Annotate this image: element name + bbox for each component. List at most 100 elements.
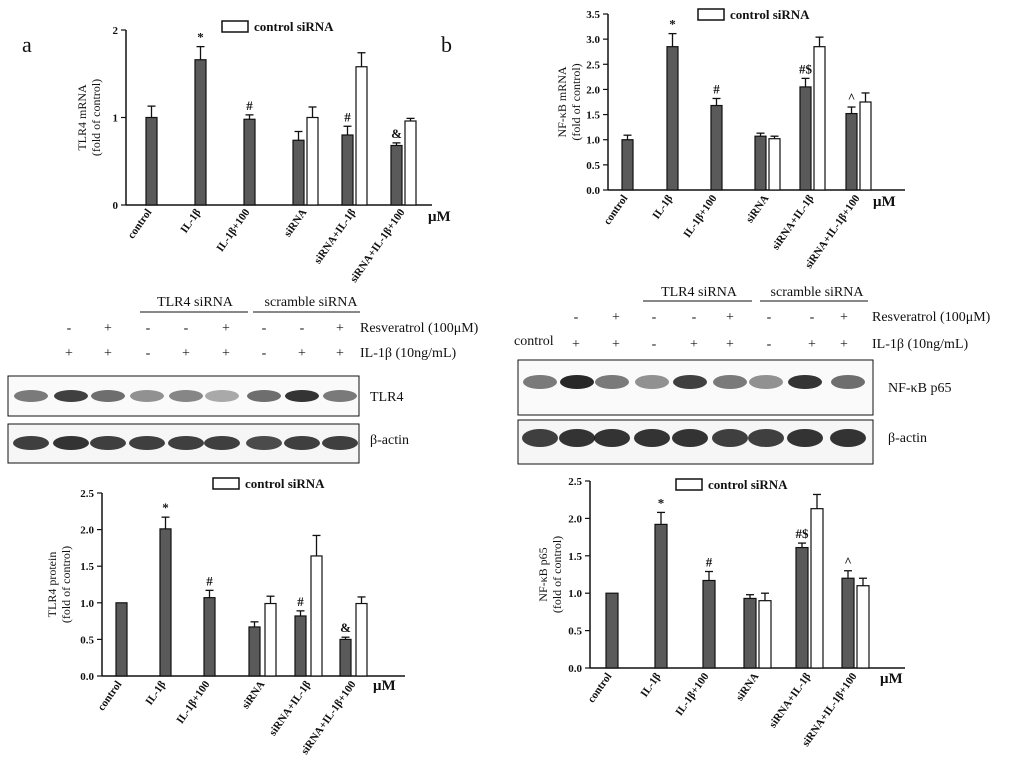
blot-b-row-resveratrol: Resveratrol (100μM) xyxy=(872,310,991,325)
y-tick-label: 1.0 xyxy=(80,598,94,610)
band-actin xyxy=(594,429,630,447)
legend-label: control siRNA xyxy=(708,477,788,492)
resveratrol-sign: + xyxy=(222,321,230,336)
blot-a-row-il1b: IL-1β (10ng/mL) xyxy=(360,346,456,361)
y-tick-label: 2.5 xyxy=(568,476,582,488)
significance-label: # xyxy=(706,555,713,570)
significance-label: #$ xyxy=(799,61,813,76)
resveratrol-sign: + xyxy=(336,321,344,336)
blot-b-group-tlr4: TLR4 siRNA xyxy=(661,285,738,300)
band-actin xyxy=(830,429,866,447)
y-tick-label: 1.5 xyxy=(568,551,582,563)
y-axis-label: TLR4 mRNA xyxy=(75,84,89,151)
y-tick-label: 2.0 xyxy=(568,513,582,525)
y-tick-label: 0 xyxy=(113,200,119,212)
il1b-sign: + xyxy=(65,346,73,361)
resveratrol-sign: - xyxy=(652,310,657,325)
significance-label: # xyxy=(344,109,351,124)
band-actin xyxy=(559,429,595,447)
band-nfkb xyxy=(673,375,707,389)
il1b-sign: + xyxy=(690,337,698,352)
y-tick-label: 0.5 xyxy=(568,626,582,638)
band-actin xyxy=(787,429,823,447)
y-tick-label: 2.5 xyxy=(586,59,600,71)
il1b-sign: - xyxy=(652,337,657,352)
il1b-sign: + xyxy=(298,346,306,361)
legend-swatch xyxy=(221,20,249,33)
il1b-sign: + xyxy=(808,337,816,352)
significance-label: & xyxy=(391,126,402,141)
significance-label: * xyxy=(162,500,169,515)
il1b-sign: + xyxy=(104,346,112,361)
significance-label: ^ xyxy=(844,554,852,569)
significance-label: #$ xyxy=(796,526,810,541)
band-actin xyxy=(13,436,49,450)
significance-label: & xyxy=(340,620,351,635)
unit-label: μM xyxy=(373,678,396,694)
il1b-sign: + xyxy=(840,337,848,352)
blot-a-label-actin: β-actin xyxy=(370,433,409,448)
il1b-sign: + xyxy=(336,346,344,361)
band-tlr4 xyxy=(14,390,48,402)
resveratrol-sign: + xyxy=(840,310,848,325)
resveratrol-sign: + xyxy=(726,310,734,325)
band-actin xyxy=(712,429,748,447)
band-actin xyxy=(522,429,558,447)
band-tlr4 xyxy=(247,390,281,402)
blot-b-row-il1b: IL-1β (10ng/mL) xyxy=(872,337,968,352)
significance-label: # xyxy=(297,594,304,609)
bar-treatment xyxy=(115,602,128,677)
band-nfkb xyxy=(749,375,783,389)
y-axis-label: (fold of control) xyxy=(569,63,583,140)
legend-swatch xyxy=(697,8,725,21)
band-nfkb xyxy=(788,375,822,389)
blot-b-control-label: control xyxy=(514,334,554,349)
significance-label: ^ xyxy=(848,90,856,105)
band-actin xyxy=(168,436,204,450)
resveratrol-sign: + xyxy=(104,321,112,336)
significance-label: * xyxy=(658,495,665,510)
resveratrol-sign: - xyxy=(692,310,697,325)
unit-label: μM xyxy=(873,194,896,210)
y-tick-label: 1.0 xyxy=(586,135,600,147)
y-axis-label: NF-κB p65 xyxy=(536,547,550,601)
resveratrol-sign: - xyxy=(146,321,151,336)
y-axis-label: (fold of control) xyxy=(89,79,103,156)
band-tlr4 xyxy=(323,390,357,402)
band-nfkb xyxy=(713,375,747,389)
panel-letter-a: a xyxy=(22,32,32,57)
y-tick-label: 3.5 xyxy=(586,9,600,21)
il1b-sign: + xyxy=(612,337,620,352)
significance-label: * xyxy=(197,30,204,45)
blot-a-label-tlr4: TLR4 xyxy=(370,390,403,405)
band-actin xyxy=(672,429,708,447)
band-actin xyxy=(246,436,282,450)
panel-letter-b: b xyxy=(441,32,452,57)
y-tick-label: 1.5 xyxy=(586,110,600,122)
resveratrol-sign: + xyxy=(612,310,620,325)
band-nfkb xyxy=(595,375,629,389)
blot-b-label-nfkb: NF-κB p65 xyxy=(888,381,951,396)
resveratrol-sign: - xyxy=(574,310,579,325)
band-actin xyxy=(90,436,126,450)
y-tick-label: 0.0 xyxy=(568,663,582,675)
y-tick-label: 0.0 xyxy=(80,671,94,683)
y-tick-label: 3.0 xyxy=(586,34,600,46)
legend-label: control siRNA xyxy=(245,476,325,491)
band-tlr4 xyxy=(91,390,125,402)
band-actin xyxy=(204,436,240,450)
band-tlr4 xyxy=(285,390,319,402)
band-tlr4 xyxy=(205,390,239,402)
resveratrol-sign: - xyxy=(184,321,189,336)
unit-label: μM xyxy=(428,209,451,225)
significance-label: # xyxy=(713,81,720,96)
legend-swatch xyxy=(675,478,703,491)
y-tick-label: 2.5 xyxy=(80,488,94,500)
y-axis-label: (fold of control) xyxy=(550,536,564,613)
legend-label: control siRNA xyxy=(730,7,810,22)
y-tick-label: 0.5 xyxy=(586,160,600,172)
il1b-sign: + xyxy=(726,337,734,352)
